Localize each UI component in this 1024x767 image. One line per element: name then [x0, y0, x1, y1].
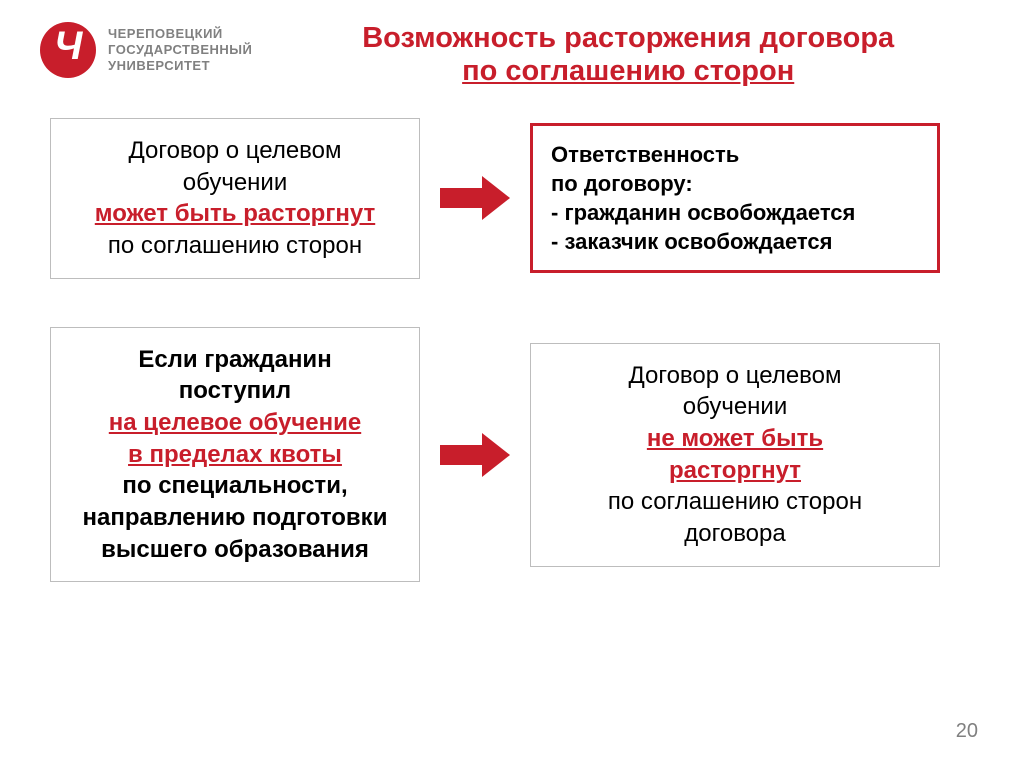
title-line1: Возможность расторжения договора: [272, 22, 984, 55]
text: договора: [549, 518, 921, 550]
emphasis: может быть расторгнут: [69, 198, 401, 230]
box-contract-may-terminate: Договор о целевом обучении может быть ра…: [50, 118, 420, 279]
text: - гражданин освобождается: [551, 198, 919, 227]
content: Договор о целевом обучении может быть ра…: [0, 88, 1024, 582]
logo-line3: УНИВЕРСИТЕТ: [108, 58, 252, 74]
row-2: Если гражданин поступил на целевое обуче…: [50, 327, 974, 583]
arrow-icon: [440, 176, 510, 220]
logo: Ч ЧЕРЕПОВЕЦКИЙ ГОСУДАРСТВЕННЫЙ УНИВЕРСИТ…: [40, 22, 252, 78]
text: по договору:: [551, 169, 919, 198]
emphasis: расторгнут: [549, 455, 921, 487]
text: по соглашению сторон: [549, 486, 921, 518]
box-if-enrolled: Если гражданин поступил на целевое обуче…: [50, 327, 420, 583]
text: Договор о целевом: [549, 360, 921, 392]
logo-line1: ЧЕРЕПОВЕЦКИЙ: [108, 26, 252, 42]
box-cannot-terminate: Договор о целевом обучении не может быть…: [530, 343, 940, 567]
text: обучении: [549, 391, 921, 423]
text: высшего образования: [69, 534, 401, 566]
logo-glyph: Ч: [54, 26, 82, 66]
text: по специальности,: [69, 470, 401, 502]
text: обучении: [69, 167, 401, 199]
header: Ч ЧЕРЕПОВЕЦКИЙ ГОСУДАРСТВЕННЫЙ УНИВЕРСИТ…: [0, 0, 1024, 88]
logo-text: ЧЕРЕПОВЕЦКИЙ ГОСУДАРСТВЕННЫЙ УНИВЕРСИТЕТ: [108, 26, 252, 75]
emphasis: на целевое обучение: [69, 407, 401, 439]
logo-mark: Ч: [40, 22, 96, 78]
text: поступил: [69, 375, 401, 407]
box-responsibility: Ответственность по договору: - гражданин…: [530, 123, 940, 273]
emphasis: не может быть: [549, 423, 921, 455]
text: по соглашению сторон: [69, 230, 401, 262]
text: - заказчик освобождается: [551, 227, 919, 256]
logo-line2: ГОСУДАРСТВЕННЫЙ: [108, 42, 252, 58]
text: Если гражданин: [69, 344, 401, 376]
title-line2: по соглашению сторон: [272, 55, 984, 88]
text: Ответственность: [551, 140, 919, 169]
text: направлению подготовки: [69, 502, 401, 534]
row-1: Договор о целевом обучении может быть ра…: [50, 118, 974, 279]
page-number: 20: [956, 720, 978, 743]
emphasis: в пределах квоты: [69, 439, 401, 471]
arrow-icon: [440, 433, 510, 477]
text: Договор о целевом: [69, 135, 401, 167]
slide-title: Возможность расторжения договора по согл…: [252, 22, 984, 88]
